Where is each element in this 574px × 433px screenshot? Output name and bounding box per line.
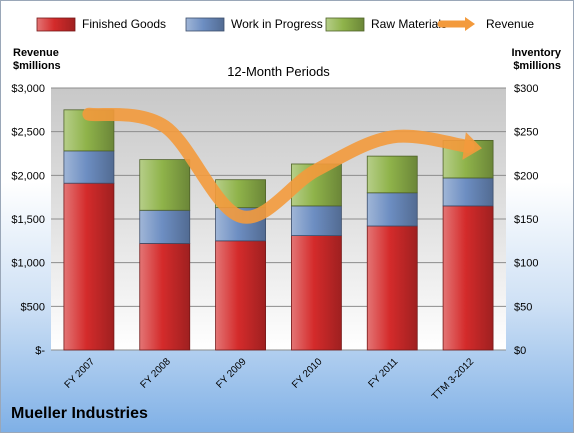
right-tick-label: $50 bbox=[514, 301, 532, 313]
bar-raw-materials bbox=[139, 159, 191, 211]
legend-label: Finished Goods bbox=[82, 17, 166, 31]
category-label: FY 2008 bbox=[138, 356, 173, 391]
bar-finished-goods bbox=[215, 240, 266, 351]
bar-finished-goods bbox=[291, 235, 342, 351]
left-tick-label: $1,000 bbox=[11, 258, 45, 270]
left-axis-title: Revenue $millions bbox=[13, 47, 61, 73]
bar-work-in-progress bbox=[291, 205, 342, 236]
legend-label: Work in Progress bbox=[231, 17, 323, 31]
legend-label: Raw Materials bbox=[371, 17, 447, 31]
legend-swatch-work-in-progress bbox=[185, 17, 225, 32]
bar-finished-goods bbox=[366, 225, 418, 351]
category-label: FY 2009 bbox=[214, 356, 249, 391]
right-tick-label: $0 bbox=[514, 345, 526, 357]
left-axis-title-line1: Revenue bbox=[13, 47, 59, 59]
bar-raw-materials bbox=[366, 155, 418, 194]
right-tick-label: $200 bbox=[514, 170, 538, 182]
company-name: Mueller Industries bbox=[11, 405, 148, 422]
bar-work-in-progress bbox=[366, 192, 418, 227]
left-tick-label: $1,500 bbox=[11, 214, 45, 226]
right-axis-title-line1: Inventory bbox=[511, 47, 561, 59]
revenue-line bbox=[82, 107, 475, 224]
bar-work-in-progress bbox=[442, 177, 494, 207]
bar-finished-goods bbox=[442, 205, 494, 351]
left-tick-label: $2,000 bbox=[11, 170, 45, 182]
bar-finished-goods bbox=[63, 182, 115, 351]
legend-label: Revenue bbox=[486, 17, 534, 31]
category-label: FY 2007 bbox=[63, 356, 98, 391]
left-axis-title-line2: $millions bbox=[13, 60, 61, 72]
left-tick-label: $3,000 bbox=[11, 83, 45, 95]
bar-work-in-progress bbox=[139, 209, 191, 244]
right-tick-label: $250 bbox=[514, 127, 538, 139]
left-tick-label: $500 bbox=[21, 301, 45, 313]
legend-swatch-raw-materials bbox=[325, 17, 365, 32]
revenue-line-arrowhead bbox=[462, 132, 482, 160]
category-label: FY 2010 bbox=[290, 356, 325, 391]
right-tick-label: $150 bbox=[514, 214, 538, 226]
right-tick-label: $300 bbox=[514, 83, 538, 95]
chart-title: 12-Month Periods bbox=[227, 64, 330, 79]
bar-work-in-progress bbox=[63, 150, 115, 184]
right-tick-label: $100 bbox=[514, 258, 538, 270]
category-label: FY 2011 bbox=[367, 356, 401, 390]
bar-finished-goods bbox=[139, 243, 191, 351]
category-label: TTM 3-2012 bbox=[430, 356, 477, 403]
left-tick-label: $2,500 bbox=[11, 127, 45, 139]
left-tick-label: $- bbox=[35, 345, 45, 357]
legend-swatch-arrowhead bbox=[465, 17, 475, 31]
right-axis-title-line2: $millions bbox=[513, 60, 561, 72]
legend-swatch-finished-goods bbox=[36, 17, 76, 32]
right-axis-title: Inventory $millions bbox=[511, 47, 561, 73]
